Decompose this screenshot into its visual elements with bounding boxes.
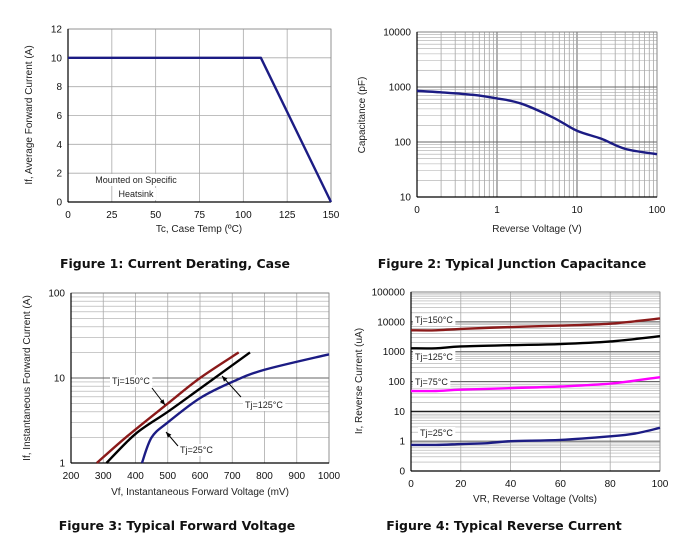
- figure-caption: Figure 4: Typical Reverse Current: [386, 518, 622, 533]
- chart-2: 0 1 10 100 10 100 1000 10000 Reverse Voltage (V)…: [357, 28, 666, 272]
- annotation-label: Tj=125°C: [415, 352, 453, 362]
- y-tick-label: 100: [388, 377, 405, 388]
- y-tick-label: 1000: [389, 83, 412, 94]
- gridlines: [416, 31, 658, 198]
- y-axis-label: Capacitance (pF): [357, 77, 368, 154]
- arrowhead-icon: [159, 399, 165, 405]
- x-tick-label: 0: [65, 210, 71, 221]
- annotation-bg: [413, 351, 456, 363]
- series-line-if: [68, 56, 333, 203]
- x-tick-label: 800: [256, 471, 273, 482]
- y-tick-label: 12: [51, 25, 63, 36]
- x-tick-label: 0: [414, 205, 420, 216]
- annotation-bg: [243, 399, 286, 411]
- annotation-label: Tj=75°C: [415, 377, 448, 387]
- series-line-tj75c: [410, 375, 661, 393]
- x-tick-label: 900: [288, 471, 305, 482]
- x-tick-label: 1: [494, 205, 500, 216]
- y-tick-label: 10000: [377, 317, 405, 328]
- annotation-label: Tj=25°C: [180, 445, 213, 455]
- x-tick-label: 150: [323, 210, 340, 221]
- x-tick-label: 80: [605, 479, 617, 490]
- y-tick-label: 100: [48, 289, 65, 300]
- annotation-label: Mounted on Specific: [95, 175, 177, 185]
- x-tick-label: 10: [571, 205, 583, 216]
- x-tick-label: 75: [194, 210, 206, 221]
- y-tick-label: 10000: [383, 28, 411, 39]
- x-tick-label: 400: [127, 471, 144, 482]
- annotation-label: Tj=25°C: [420, 428, 453, 438]
- y-tick-label: 8: [56, 82, 62, 93]
- chart-1: 0 25 50 75 100 125 150 0 2 4 6 8 10 12 Tc, Case Temp (…: [24, 25, 340, 272]
- y-axis-label: If, Instantaneous Forward Current (A): [22, 295, 33, 461]
- x-tick-label: 40: [505, 479, 517, 490]
- annotation-label: Tj=125°C: [245, 400, 283, 410]
- x-tick-label: 700: [224, 471, 241, 482]
- series-line-tj125c: [105, 351, 251, 464]
- x-tick-label: 50: [150, 210, 162, 221]
- series-line-tj125c: [410, 335, 661, 350]
- annotation-bg: [178, 444, 216, 456]
- series-line-tj25c: [410, 426, 661, 447]
- series-line-tj150c: [410, 317, 661, 332]
- x-tick-label: 100: [649, 205, 666, 216]
- y-tick-label: 10: [54, 374, 66, 385]
- x-tick-label: 60: [555, 479, 567, 490]
- y-tick-label: 2: [56, 169, 62, 180]
- annotation-bg: [413, 314, 456, 326]
- x-tick-label: 20: [455, 479, 467, 490]
- y-axis-label: Ir, Reverse Current (uA): [354, 328, 365, 434]
- x-axis-label: VR, Reverse Voltage (Volts): [473, 494, 597, 505]
- x-tick-label: 300: [95, 471, 112, 482]
- y-tick-label: 100000: [372, 288, 406, 299]
- arrowhead-icon: [166, 432, 172, 438]
- x-tick-label: 125: [279, 210, 296, 221]
- series-line-capacitance: [416, 89, 658, 156]
- series-line-tj150c: [96, 351, 240, 464]
- x-axis-label: Tc, Case Temp (ºC): [156, 224, 242, 235]
- annotation-bg: [116, 188, 157, 200]
- x-tick-label: 500: [159, 471, 176, 482]
- x-axis-label: Reverse Voltage (V): [492, 224, 582, 235]
- annotation-label: Tj=150°C: [415, 315, 453, 325]
- figure-caption: Figure 3: Typical Forward Voltage: [59, 518, 296, 533]
- figure-caption: Figure 1: Current Derating, Case: [60, 256, 290, 271]
- y-tick-label: 1: [399, 437, 405, 448]
- x-tick-label: 1000: [318, 471, 341, 482]
- x-tick-label: 200: [63, 471, 80, 482]
- arrowhead-icon: [222, 376, 228, 382]
- series-line-tj25c: [140, 353, 330, 464]
- y-tick-label: 0: [56, 198, 62, 209]
- figure-caption: Figure 2: Typical Junction Capacitance: [378, 256, 646, 271]
- y-tick-label: 10: [394, 407, 406, 418]
- plot-frame: [416, 31, 658, 198]
- y-tick-label: 10: [400, 193, 412, 204]
- x-tick-label: 100: [652, 479, 669, 490]
- annotation-label: Heatsink: [118, 189, 154, 199]
- x-tick-label: 25: [106, 210, 118, 221]
- annotation-label: Tj=150°C: [112, 376, 150, 386]
- x-tick-label: 600: [192, 471, 209, 482]
- gridlines: [410, 291, 661, 472]
- y-tick-label: 1000: [383, 347, 406, 358]
- chart-3: 200 300 400 500 600 700 800 900 1000 1 10 100 Vf, In…: [22, 289, 341, 534]
- y-tick-label: 1: [59, 459, 65, 470]
- x-tick-label: 100: [235, 210, 252, 221]
- x-tick-label: 0: [408, 479, 414, 490]
- y-tick-label: 6: [56, 111, 62, 122]
- y-tick-label: 4: [56, 140, 62, 151]
- y-tick-label: 100: [394, 138, 411, 149]
- y-axis-label: If, Average Forward Current (A): [24, 45, 35, 184]
- annotation-bg: [413, 376, 451, 388]
- x-axis-label: Vf, Instantaneous Forward Voltage (mV): [111, 487, 289, 498]
- y-tick-label: 10: [51, 53, 63, 64]
- annotation-bg: [93, 174, 180, 186]
- y-tick-label: 0: [399, 467, 405, 478]
- annotation-bg: [418, 427, 456, 439]
- annotation-bg: [110, 375, 153, 387]
